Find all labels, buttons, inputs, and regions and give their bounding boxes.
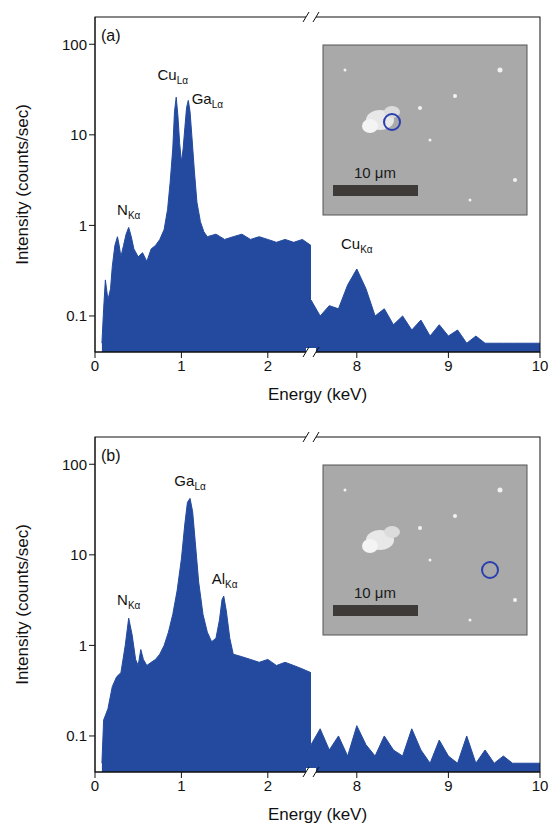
svg-text:9: 9	[444, 357, 452, 374]
svg-text:0: 0	[91, 357, 99, 374]
svg-text:8: 8	[353, 357, 361, 374]
svg-text:1: 1	[79, 637, 87, 654]
svg-text:10: 10	[70, 546, 87, 563]
svg-text:10: 10	[532, 777, 549, 794]
svg-text:(b): (b)	[101, 447, 121, 464]
svg-text:GaLα: GaLα	[174, 472, 206, 492]
svg-text:0.1: 0.1	[66, 727, 87, 744]
svg-text:CuLα: CuLα	[157, 66, 188, 86]
svg-text:Intensity (counts/sec): Intensity (counts/sec)	[13, 524, 32, 685]
svg-text:Energy (keV): Energy (keV)	[268, 385, 367, 404]
svg-text:1: 1	[177, 357, 185, 374]
svg-text:GaLα: GaLα	[192, 90, 224, 110]
svg-text:0.1: 0.1	[66, 307, 87, 324]
svg-text:2: 2	[264, 777, 272, 794]
svg-text:Intensity (counts/sec): Intensity (counts/sec)	[13, 104, 32, 265]
svg-text:AlKα: AlKα	[212, 570, 238, 590]
svg-text:10 μm: 10 μm	[354, 584, 396, 601]
svg-text:NKα: NKα	[117, 201, 141, 221]
svg-text:100: 100	[62, 36, 87, 53]
svg-text:10: 10	[70, 126, 87, 143]
svg-text:NKα: NKα	[117, 591, 141, 611]
svg-text:8: 8	[353, 777, 361, 794]
svg-text:(a): (a)	[101, 27, 121, 44]
svg-text:9: 9	[444, 777, 452, 794]
svg-text:CuKα: CuKα	[341, 235, 373, 255]
svg-text:2: 2	[264, 357, 272, 374]
svg-text:0: 0	[91, 777, 99, 794]
svg-text:1: 1	[79, 217, 87, 234]
svg-text:10 μm: 10 μm	[354, 164, 396, 181]
svg-text:100: 100	[62, 456, 87, 473]
svg-text:10: 10	[532, 357, 549, 374]
svg-text:Energy (keV): Energy (keV)	[268, 805, 367, 824]
svg-text:1: 1	[177, 777, 185, 794]
